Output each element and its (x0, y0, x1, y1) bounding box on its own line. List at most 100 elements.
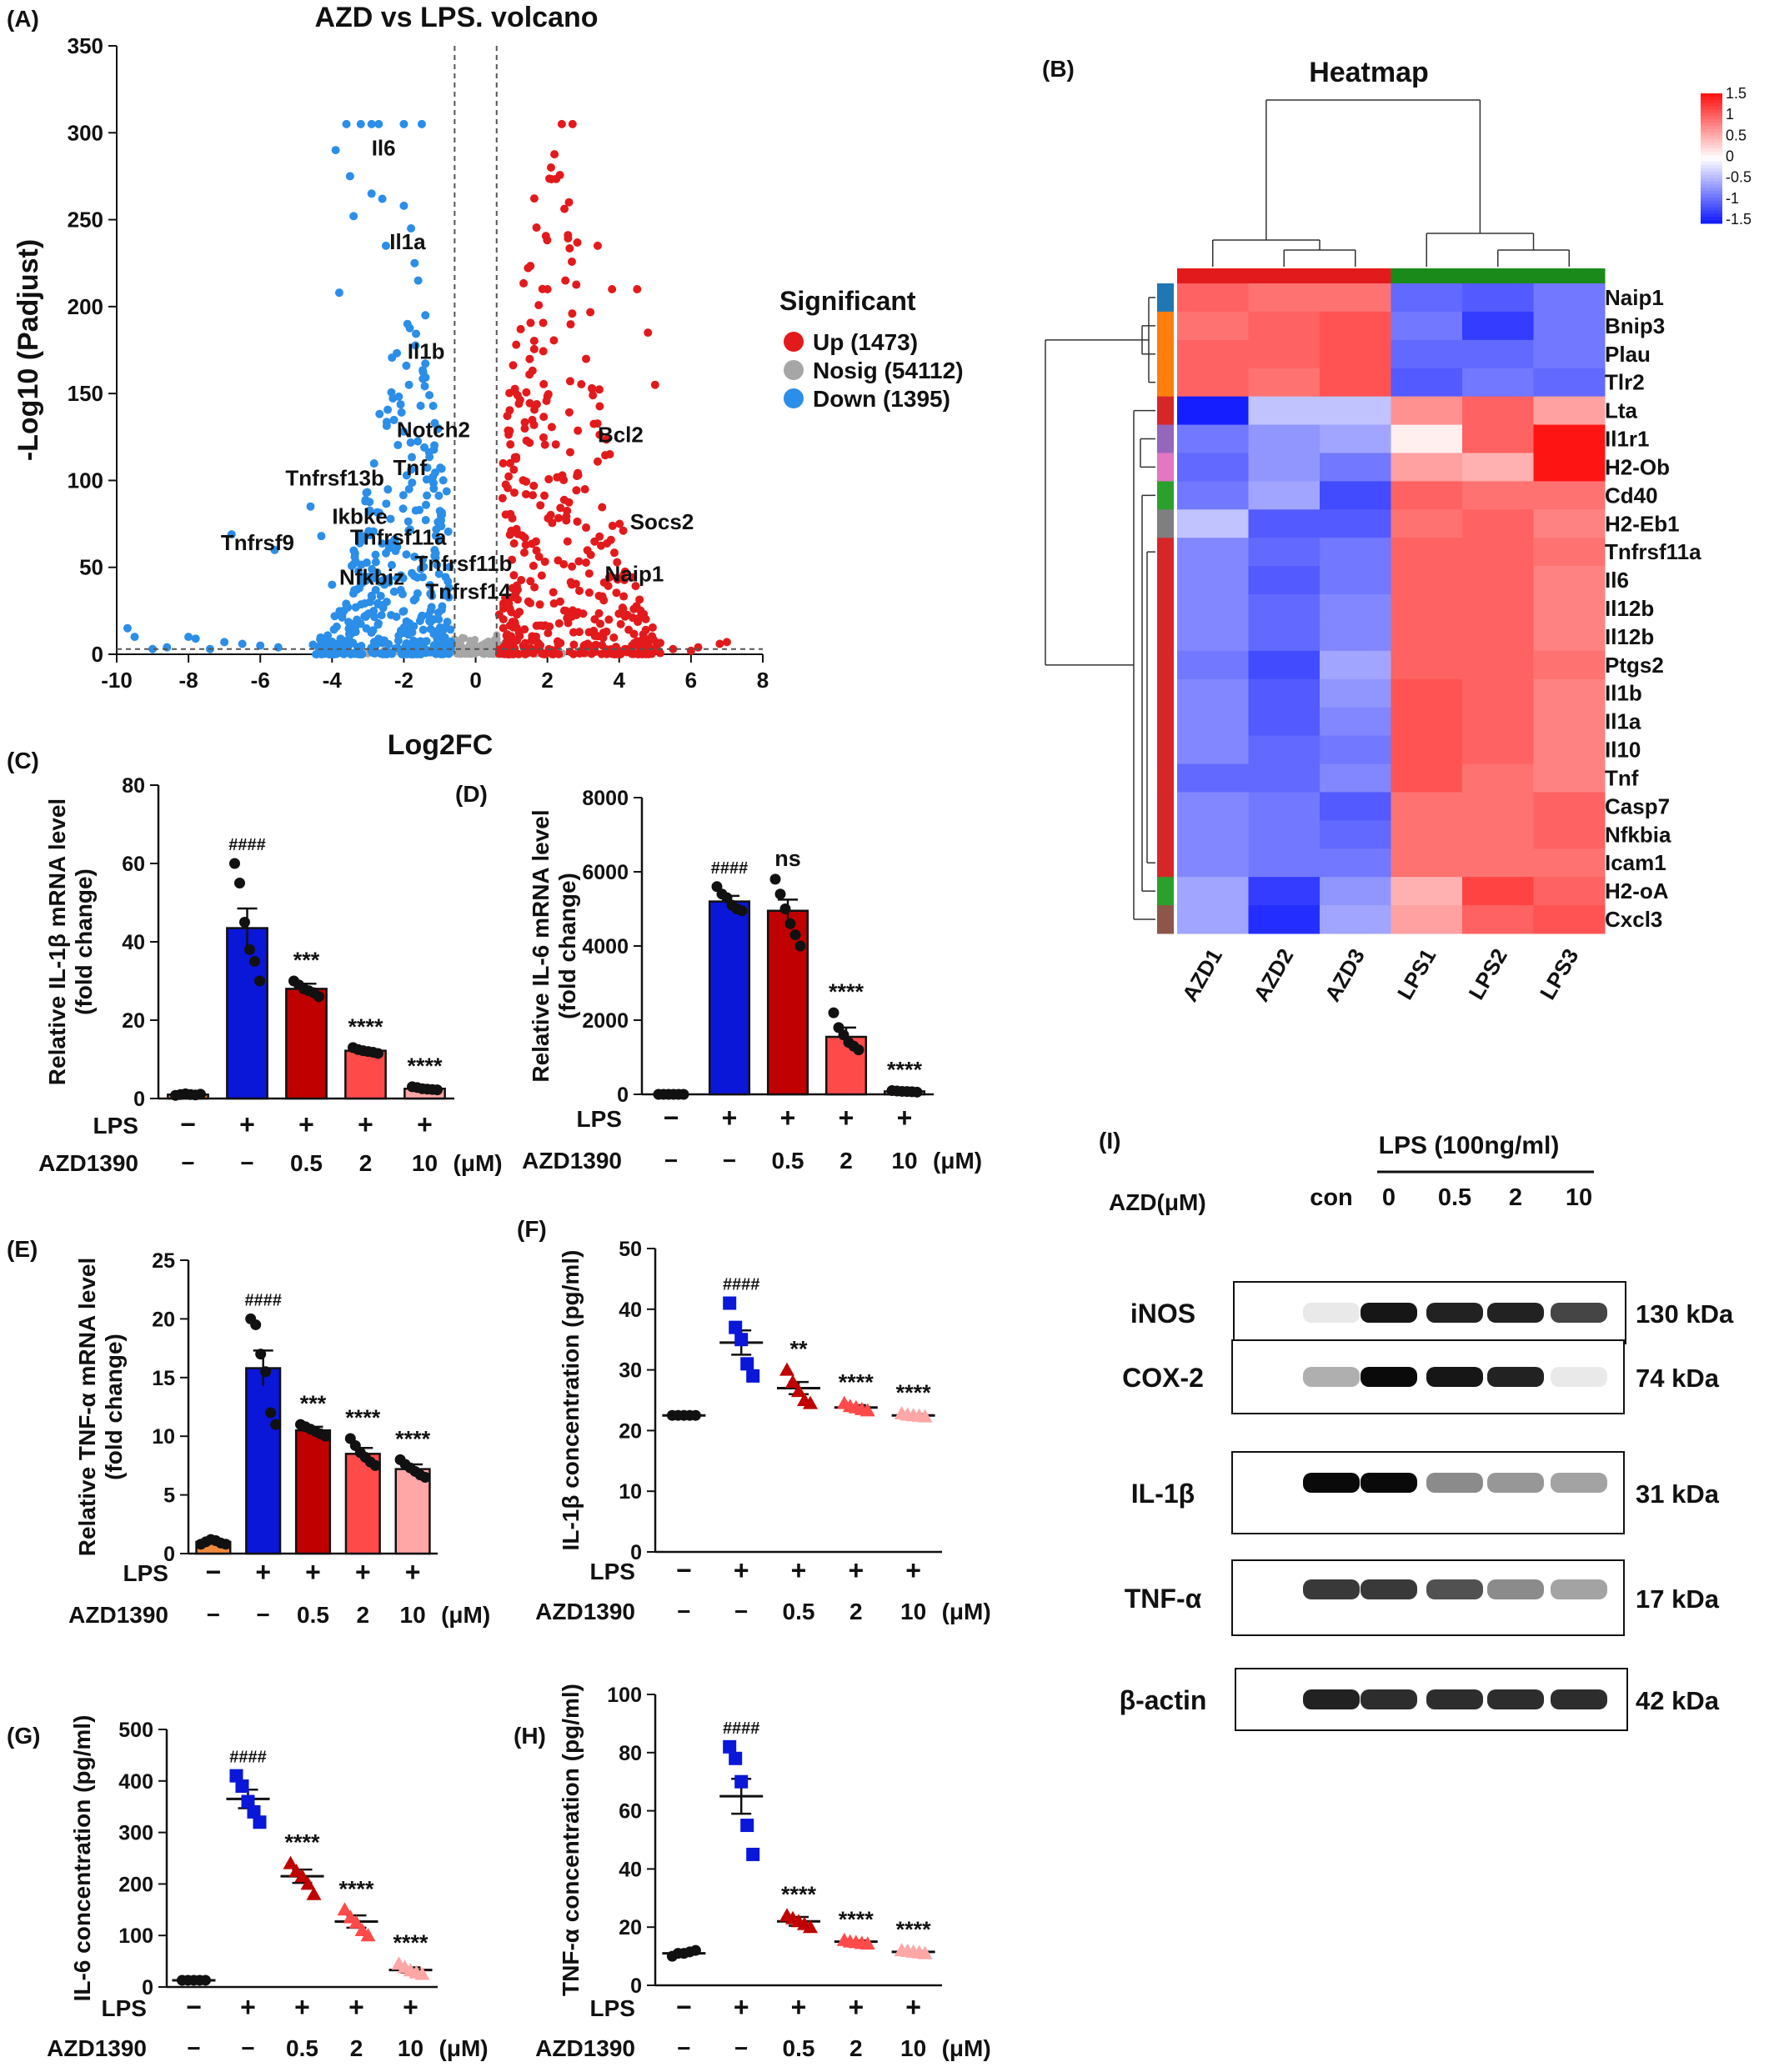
heatmap-cell (1320, 848, 1391, 878)
lps-value: + (734, 1992, 749, 2022)
volcano-point-up (539, 649, 548, 658)
lps-value: + (358, 1109, 373, 1139)
heatmap-row-group (1157, 707, 1174, 737)
volcano-point-up (586, 550, 595, 559)
panel-label-a: (A) (7, 6, 39, 32)
lps-value: + (848, 1555, 864, 1585)
volcano-point-up (551, 440, 560, 449)
heatmap-column-dendrogram (1212, 99, 1570, 267)
panel-label-c: (C) (7, 748, 39, 773)
blot-lane-label: 2 (1509, 1184, 1522, 1211)
significance-label: **** (345, 1405, 381, 1430)
heatmap-cell (1391, 311, 1463, 341)
heatmap-cell (1248, 396, 1320, 426)
volcano-point-up (552, 174, 561, 183)
colorbar-segment (1701, 93, 1722, 98)
lps-value: − (676, 1992, 692, 2022)
heatmap-cell (1177, 311, 1249, 341)
volcano-point-down (373, 508, 382, 517)
data-point (337, 1902, 353, 1916)
volcano-x-tick-label: 4 (614, 668, 626, 693)
panel-label-b: (B) (1042, 56, 1075, 82)
heatmap-cell (1391, 566, 1463, 595)
volcano-point-up (566, 320, 575, 329)
volcano-point-up (532, 621, 541, 630)
azd-value: 0.5 (772, 1148, 804, 1174)
volcano-point-up (574, 426, 583, 435)
blot-band (1487, 1473, 1544, 1493)
volcano-point-down (371, 558, 380, 567)
volcano-point-down (430, 441, 439, 450)
colorbar-segment (1701, 138, 1722, 143)
volcano-point-down (418, 638, 428, 647)
volcano-point-down (437, 508, 446, 517)
volcano-point-down (428, 473, 438, 482)
data-point (723, 1296, 737, 1310)
volcano-point-down (434, 615, 444, 624)
heatmap-row-label: Il10 (1605, 738, 1641, 763)
heatmap-row-group (1157, 339, 1174, 369)
heatmap-cell (1533, 594, 1606, 623)
volcano-point-down (420, 382, 429, 391)
volcano-point-up (686, 646, 695, 655)
volcano-point-down (375, 409, 384, 418)
heatmap-cell (1462, 538, 1534, 567)
volcano-point-up (539, 622, 548, 631)
data-point (689, 1409, 701, 1421)
lps-value: + (780, 1103, 796, 1133)
volcano-point-up (539, 433, 548, 442)
blot-band (1303, 1473, 1360, 1493)
volcano-x-tick-label: -2 (394, 668, 413, 693)
volcano-point-down (413, 276, 423, 285)
y-axis-label: TNF-α concentration (pg/ml) (558, 1684, 584, 1996)
data-point (779, 903, 791, 914)
volcano-point-up (512, 581, 521, 590)
volcano-point-up (568, 309, 577, 318)
heatmap-cell (1533, 792, 1606, 821)
data-point (917, 1409, 933, 1423)
volcano-point-down (387, 388, 396, 397)
volcano-point-down (444, 577, 453, 586)
chart-panel-d: 0 2000 4000 6000 8000 Relative IL-6 mRNA leve… (522, 787, 982, 1174)
volcano-point-down (334, 288, 343, 298)
volcano-point-up (623, 610, 632, 619)
heatmap-row-label: Icam1 (1605, 850, 1666, 875)
volcano-point-up (650, 380, 659, 389)
heatmap-row-label: Bnip3 (1605, 313, 1665, 338)
volcano-point-up (594, 591, 604, 600)
volcano-point-down (444, 583, 454, 593)
volcano-point-down (399, 607, 408, 616)
blot-band (1487, 1579, 1544, 1599)
volcano-point-up (539, 318, 548, 328)
volcano-point-down (430, 546, 439, 555)
volcano-point-down (438, 602, 447, 611)
heatmap-column-label: LPS3 (1535, 944, 1583, 1003)
significance-label: ns (774, 846, 801, 871)
volcano-legend-title: Significant (779, 286, 916, 316)
heatmap-cell (1533, 877, 1606, 906)
heatmap-cell (1248, 848, 1320, 878)
volcano-point-down (407, 224, 416, 233)
volcano-point-down (418, 368, 428, 377)
heatmap-row-group (1157, 848, 1174, 878)
heatmap-cell (1248, 566, 1320, 595)
volcano-point-down (422, 500, 431, 509)
volcano-point-down (399, 119, 408, 128)
heatmap-cell (1533, 453, 1606, 482)
volcano-point-down (387, 610, 396, 619)
heatmap-cell (1248, 311, 1320, 341)
volcano-point-up (505, 388, 514, 398)
volcano-point-up (522, 436, 531, 445)
y-tick-label: 20 (122, 1009, 145, 1033)
data-point (419, 1471, 431, 1483)
heatmap-cell (1248, 453, 1320, 482)
lps-value: − (186, 1992, 202, 2022)
heatmap-cell (1320, 311, 1391, 341)
volcano-point-down (342, 119, 351, 128)
volcano-point-up (583, 639, 592, 648)
heatmap-cell (1320, 707, 1391, 737)
data-point (195, 1089, 206, 1100)
lps-value: + (305, 1557, 321, 1587)
volcano-point-up (609, 548, 619, 558)
y-tick-label: 15 (152, 1367, 175, 1390)
